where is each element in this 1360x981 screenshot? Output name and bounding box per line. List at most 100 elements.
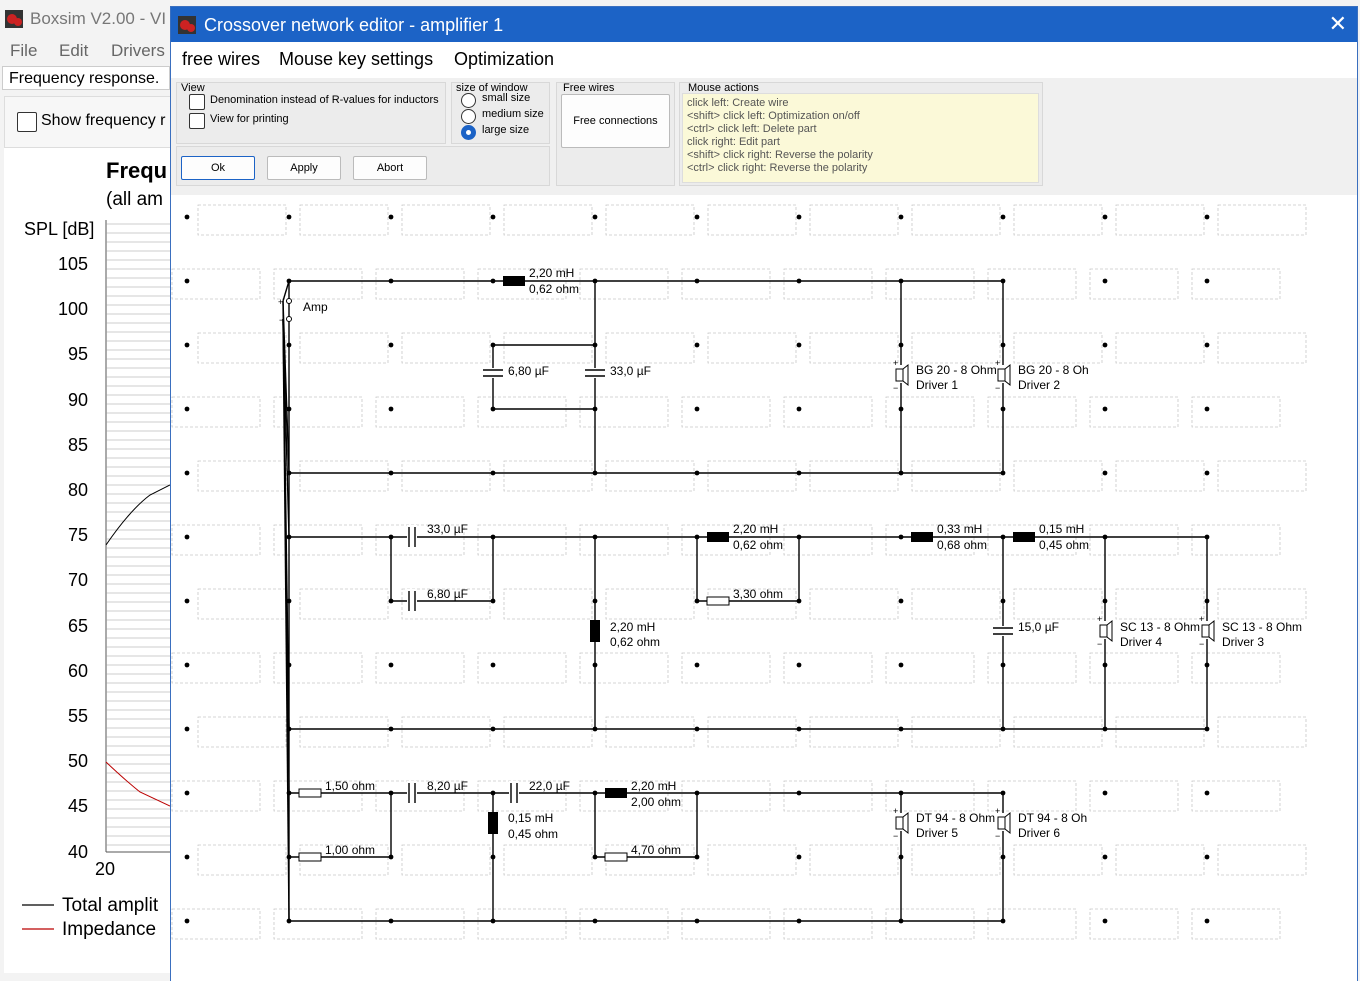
frequency-response-tab[interactable]: Frequency response.: [2, 66, 170, 90]
inductor-label: 0,33 mH: [937, 522, 982, 536]
resistor-part[interactable]: [298, 852, 322, 862]
denomination-label: Denomination instead of R-values for ind…: [210, 94, 439, 106]
boxsim-app-icon: [5, 10, 23, 28]
menu-file[interactable]: File: [10, 41, 38, 60]
large-size-radio[interactable]: [461, 125, 476, 140]
resistor-label: 4,70 ohm: [631, 843, 681, 857]
wires: [282, 280, 1208, 922]
capacitor-part[interactable]: [407, 589, 417, 613]
amp-label: Amp: [303, 300, 328, 314]
driver-part[interactable]: +−: [995, 358, 1011, 393]
menu-edit[interactable]: Edit: [59, 41, 89, 60]
capacitor-label: 15,0 µF: [1018, 620, 1059, 634]
inductor-part[interactable]: [707, 532, 729, 542]
driver-label: Driver 1: [916, 378, 958, 392]
inductor-part[interactable]: [488, 812, 498, 834]
menu-mouse-key-settings[interactable]: Mouse key settings: [279, 49, 434, 69]
driver-label: SC 13 - 8 Ohm: [1222, 620, 1302, 634]
y-tick-label: 105: [57, 254, 88, 274]
inductor-part[interactable]: [503, 276, 525, 286]
resistor-part[interactable]: [706, 596, 730, 606]
svg-text:+: +: [893, 358, 898, 368]
y-tick-label: 45: [67, 796, 88, 817]
view-printing-checkbox[interactable]: [189, 113, 205, 129]
driver-label: SC 13 - 8 Ohm: [1120, 620, 1200, 634]
resistor-label: 1,50 ohm: [325, 779, 375, 793]
driver-label: Driver 6: [1018, 826, 1060, 840]
crossover-schematic-canvas[interactable]: +−+−+−+−+−+−+− Amp 2,20 mH 0,62 ohm 6,80…: [171, 195, 1357, 981]
y-tick-label: 80: [67, 480, 88, 500]
boxsim-title: Boxsim V2.00 - VI: [30, 9, 167, 28]
mouse-action-line: click right: Edit part: [687, 136, 780, 148]
resistor-part[interactable]: [298, 788, 322, 798]
menu-drivers[interactable]: Drivers: [111, 41, 165, 60]
view-group: View Denomination instead of R-values fo…: [176, 82, 446, 144]
driver-part[interactable]: +−: [1199, 614, 1215, 649]
large-size-label: large size: [482, 124, 530, 136]
inductor-label: 0,62 ohm: [529, 282, 579, 296]
y-tick-label: 70: [67, 570, 88, 591]
y-tick-label: 100: [57, 299, 88, 320]
abort-button[interactable]: Abort: [353, 156, 427, 180]
driver-part[interactable]: +−: [995, 806, 1011, 841]
capacitor-part[interactable]: [407, 525, 417, 549]
y-tick-label: 90: [67, 389, 88, 410]
driver-part[interactable]: +−: [893, 358, 909, 393]
size-group-title: size of window: [456, 82, 528, 94]
show-frequency-label: Show frequency r: [41, 112, 166, 129]
inductor-part[interactable]: [911, 532, 933, 542]
svg-text:−: −: [279, 315, 284, 325]
capacitor-part[interactable]: [481, 368, 505, 378]
free-wires-group: Free wires Free connections: [556, 82, 675, 186]
free-connections-button[interactable]: Free connections: [561, 94, 670, 148]
apply-button[interactable]: Apply: [267, 156, 341, 180]
chart-title: Frequ: [106, 158, 168, 183]
close-icon[interactable]: ✕: [1328, 11, 1347, 36]
mouse-actions-group: Mouse actions click left: Create wire <s…: [679, 82, 1043, 186]
capacitor-part[interactable]: [407, 781, 417, 805]
mouse-action-line: <shift> click right: Reverse the polarit…: [687, 149, 873, 161]
medium-size-radio[interactable]: [461, 109, 476, 124]
capacitor-part[interactable]: [509, 781, 519, 805]
inductor-label: 2,20 mH: [610, 620, 655, 634]
resistor-part[interactable]: [604, 852, 628, 862]
svg-text:−: −: [893, 831, 898, 841]
resistor-label: 1,00 ohm: [325, 843, 375, 857]
capacitor-label: 33,0 µF: [427, 522, 468, 536]
mouse-action-line: <ctrl> click right: Reverse the polarity: [687, 162, 868, 174]
svg-text:+: +: [1199, 614, 1204, 624]
small-size-radio[interactable]: [461, 93, 476, 108]
dialog-app-icon: [178, 16, 196, 34]
amp-part[interactable]: +−: [278, 297, 292, 325]
y-tick-label: 95: [67, 344, 88, 365]
inductor-label: 0,15 mH: [508, 811, 553, 825]
y-axis-label: SPL [dB]: [24, 219, 95, 239]
mouse-action-line: <shift> click left: Optimization on/off: [687, 110, 860, 122]
placement-grid: [171, 204, 1307, 940]
inductor-label: 2,00 ohm: [631, 795, 681, 809]
capacitor-part[interactable]: [991, 626, 1015, 636]
inductor-part[interactable]: [590, 620, 600, 642]
impedance-curve: [105, 761, 170, 807]
svg-text:+: +: [893, 806, 898, 816]
driver-label: DT 94 - 8 Ohm: [916, 811, 995, 825]
legend-impedance: Impedance: [62, 919, 157, 940]
driver-part[interactable]: +−: [893, 806, 909, 841]
mouse-action-line: click left: Create wire: [687, 97, 789, 109]
mouse-action-line: <ctrl> click left: Delete part: [687, 123, 817, 135]
crossover-editor-dialog: Crossover network editor - amplifier 1 ✕…: [170, 6, 1358, 981]
driver-label: Driver 4: [1120, 635, 1162, 649]
driver-part[interactable]: +−: [1097, 614, 1113, 649]
total-amplitude-curve: [105, 484, 170, 546]
menu-optimization[interactable]: Optimization: [454, 49, 555, 69]
capacitor-part[interactable]: [583, 368, 607, 378]
capacitor-label: 33,0 µF: [610, 364, 651, 378]
inductor-part[interactable]: [1013, 532, 1035, 542]
show-frequency-checkbox[interactable]: [17, 112, 37, 132]
menu-free-wires[interactable]: free wires: [182, 49, 261, 69]
inductor-part[interactable]: [605, 788, 627, 798]
inductor-label: 2,20 mH: [733, 522, 778, 536]
denomination-checkbox[interactable]: [189, 94, 205, 110]
ok-button[interactable]: Ok: [181, 156, 255, 180]
inductor-label: 0,62 ohm: [610, 635, 660, 649]
